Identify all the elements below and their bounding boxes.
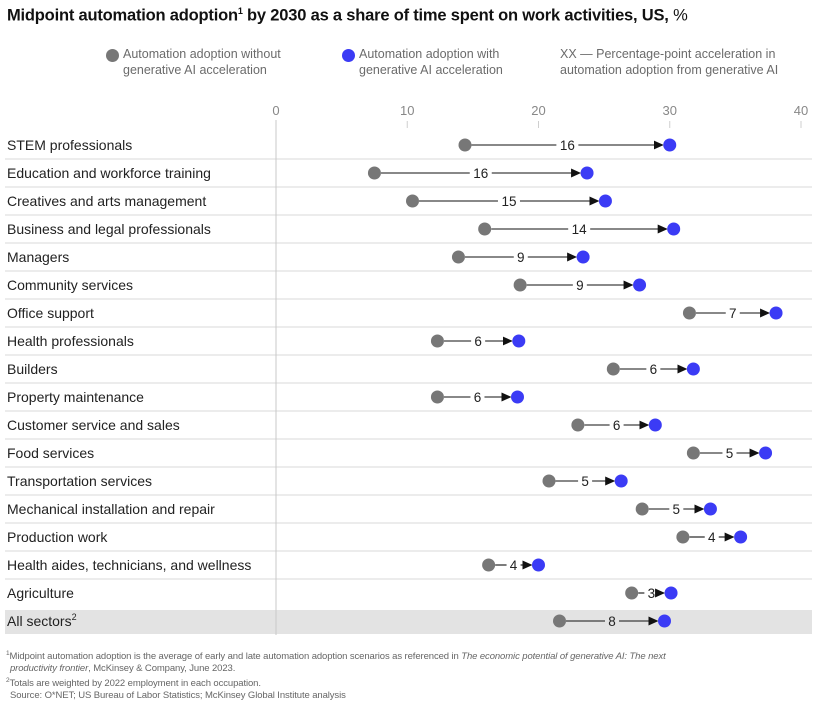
dot-without-genai <box>682 306 696 320</box>
delta-label: 16 <box>473 166 488 181</box>
dot-without-genai <box>451 250 465 264</box>
dot-without-genai <box>625 586 639 600</box>
delta-label: 8 <box>608 614 616 629</box>
category-label: Mechanical installation and repair <box>7 501 215 517</box>
delta-label: 9 <box>576 278 584 293</box>
delta-label: 4 <box>510 558 518 573</box>
category-label: Education and workforce training <box>7 165 211 181</box>
category-label: Customer service and sales <box>7 417 180 433</box>
dot-without-genai <box>635 502 649 516</box>
delta-label: 5 <box>726 446 734 461</box>
category-label: Agriculture <box>7 585 74 601</box>
category-label: Food services <box>7 445 94 461</box>
delta-label: 3 <box>648 586 656 601</box>
dot-without-genai <box>482 558 496 572</box>
dot-with-genai <box>667 222 681 236</box>
dumbbell-chart: 0 10 20 30 40 STEM professionals Education an… <box>5 103 812 635</box>
delta-label: 4 <box>708 530 716 545</box>
dot-with-genai <box>648 418 662 432</box>
category-label: All sectors2 <box>7 612 77 629</box>
category-label: Health aides, technicians, and wellness <box>7 557 251 573</box>
footnote-1: 1Midpoint automation adoption is the ave… <box>6 650 666 663</box>
dot-with-genai <box>598 194 612 208</box>
dot-with-genai <box>532 558 545 572</box>
chart-title: Midpoint automation adoption1 by 2030 as… <box>7 6 688 26</box>
dot-without-genai <box>367 166 381 180</box>
delta-label: 5 <box>581 474 589 489</box>
delta-label: 9 <box>517 250 525 265</box>
footnotes: 1Midpoint automation adoption is the ave… <box>6 648 666 702</box>
x-tick-label: 30 <box>663 103 677 118</box>
dot-without-genai <box>553 614 566 628</box>
delta-label: 6 <box>613 418 621 433</box>
dot-without-genai <box>458 138 472 152</box>
delta-label: 6 <box>474 334 482 349</box>
category-label: Transportation services <box>7 473 152 489</box>
dot-without-genai <box>676 530 690 544</box>
dot-with-genai <box>614 474 628 488</box>
category-label: Business and legal professionals <box>7 221 211 237</box>
legend-label-line1: XX — Percentage-point acceleration in <box>560 47 776 61</box>
category-footnote-marker: 2 <box>72 612 77 622</box>
title-unit: % <box>673 6 688 25</box>
legend-blue-dot-icon <box>342 49 355 62</box>
dot-without-genai <box>686 446 700 460</box>
dot-with-genai <box>511 390 524 404</box>
dot-without-genai <box>406 194 419 208</box>
category-label: Office support <box>7 305 94 321</box>
delta-label: 6 <box>474 390 482 405</box>
category-label: Community services <box>7 277 133 293</box>
legend-label-line2: generative AI acceleration <box>359 63 503 77</box>
dot-with-genai <box>512 334 526 348</box>
dot-without-genai <box>571 418 585 432</box>
dot-with-genai <box>734 530 748 544</box>
legend-label-line1: Automation adoption with <box>359 47 500 61</box>
category-label: Production work <box>7 529 108 545</box>
category-label: STEM professionals <box>7 137 132 153</box>
dot-without-genai <box>513 278 527 292</box>
category-label: Managers <box>7 249 69 265</box>
x-tick-label: 40 <box>794 103 808 118</box>
highlight-row-background <box>5 610 812 634</box>
dot-without-genai <box>430 334 444 348</box>
dot-without-genai <box>606 362 620 376</box>
dot-with-genai <box>658 614 671 628</box>
delta-label: 14 <box>572 222 588 237</box>
x-tick-label: 10 <box>400 103 414 118</box>
category-label: Creatives and arts management <box>7 193 206 209</box>
source-note: Source: O*NET; US Bureau of Labor Statis… <box>10 690 346 702</box>
dot-with-genai <box>664 586 678 600</box>
delta-label: 16 <box>560 138 575 153</box>
title-rest: by 2030 as a share of time spent on work… <box>242 6 674 25</box>
category-label: Property maintenance <box>7 389 144 405</box>
dot-with-genai <box>686 362 700 376</box>
x-tick-label: 0 <box>272 103 279 118</box>
dot-without-genai <box>478 222 492 236</box>
delta-label: 6 <box>650 362 658 377</box>
legend-label-line1: Automation adoption without <box>123 47 281 61</box>
title-main: Midpoint automation adoption <box>7 6 238 25</box>
category-label: Health professionals <box>7 333 134 349</box>
dot-without-genai <box>542 474 556 488</box>
delta-label: 15 <box>501 194 516 209</box>
delta-label: 7 <box>729 306 737 321</box>
legend-label-line2: generative AI acceleration <box>123 63 267 77</box>
title-footnote-marker: 1 <box>237 6 243 16</box>
delta-label: 5 <box>673 502 681 517</box>
dot-with-genai <box>703 502 717 516</box>
dot-without-genai <box>430 390 444 404</box>
category-label: Builders <box>7 361 58 377</box>
dot-with-genai <box>633 278 647 292</box>
dot-with-genai <box>580 166 594 180</box>
x-tick-label: 20 <box>531 103 545 118</box>
legend-gray-dot-icon <box>106 49 119 62</box>
dot-with-genai <box>576 250 590 264</box>
dot-with-genai <box>663 138 677 152</box>
footnote-2: 2Totals are weighted by 2022 employment … <box>6 677 261 690</box>
dot-with-genai <box>769 306 783 320</box>
footnote-1-cont: productivity frontier, McKinsey & Compan… <box>10 663 236 675</box>
legend-label-line2: automation adoption from generative AI <box>560 63 779 77</box>
dot-with-genai <box>759 446 773 460</box>
